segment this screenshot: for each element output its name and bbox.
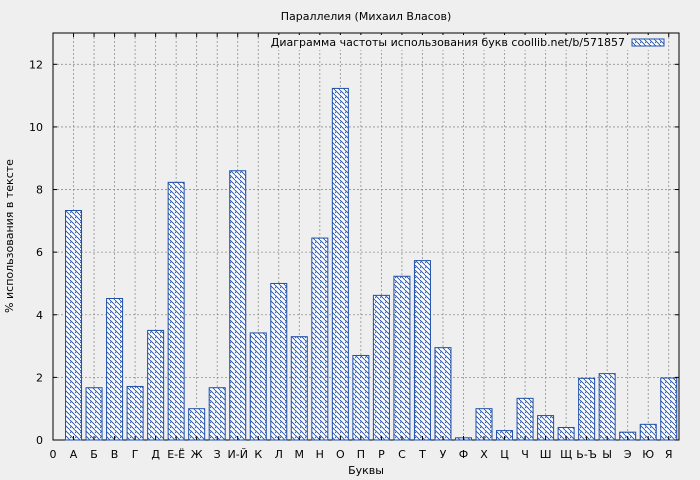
x-tick-label: Р xyxy=(378,448,385,461)
x-tick-label: Н xyxy=(316,448,324,461)
x-tick-label: О xyxy=(336,448,345,461)
x-tick-label: С xyxy=(398,448,406,461)
x-tick-label: Ч xyxy=(521,448,529,461)
bar-А xyxy=(65,210,83,441)
x-tick-label: Ы xyxy=(602,448,612,461)
y-tick-label: 8 xyxy=(36,184,43,197)
x-tick-label: Ж xyxy=(191,448,203,461)
bar-У xyxy=(434,347,452,441)
y-tick-label: 4 xyxy=(36,309,43,322)
bar-И-Й xyxy=(229,170,247,441)
x-tick-label: Г xyxy=(132,448,139,461)
x-tick-label: Ф xyxy=(459,448,468,461)
bar-М xyxy=(290,336,308,441)
x-tick-label: 0 xyxy=(50,448,57,461)
bar-Я xyxy=(660,377,678,441)
x-tick-label: В xyxy=(111,448,119,461)
x-tick-label: Ш xyxy=(540,448,552,461)
bar-Н xyxy=(311,237,329,441)
x-axis-label: Буквы xyxy=(348,464,384,477)
bar-Х xyxy=(475,408,493,441)
x-tick-label: Щ xyxy=(560,448,572,461)
bar-З xyxy=(208,387,226,441)
bar-Л xyxy=(270,282,288,441)
x-axis-ticks: 0 А Б В Г Д Е-Ё Ж З И-Й К Л М Н О П Р С Т У Ф Х Ц Ч Ш Щ Ь-Ъ Ы Э Ю Я xyxy=(50,33,673,461)
bar-Ь-Ъ xyxy=(578,377,596,441)
chart-title: Параллелия (Михаил Власов) xyxy=(281,10,452,23)
bar-К xyxy=(249,332,267,441)
x-tick-label: М xyxy=(295,448,305,461)
bar-Б xyxy=(85,387,103,441)
x-tick-label: Х xyxy=(480,448,488,461)
x-tick-label: А xyxy=(70,448,78,461)
legend-label: Диаграмма частоты использования букв coo… xyxy=(271,36,625,49)
bar-Д xyxy=(147,329,165,441)
bar-С xyxy=(393,275,411,441)
x-tick-label: Т xyxy=(418,448,426,461)
bar-О xyxy=(331,87,349,441)
legend: Диаграмма частоты использования букв coo… xyxy=(267,35,668,50)
bar-Р xyxy=(372,294,390,441)
bar-Е-Ё xyxy=(167,181,185,441)
bar-Ы xyxy=(598,373,616,441)
x-tick-label: К xyxy=(254,448,262,461)
x-tick-label: И-Й xyxy=(228,448,248,461)
x-tick-label: Е-Ё xyxy=(167,448,185,461)
x-tick-label: Д xyxy=(151,448,160,461)
legend-background xyxy=(267,35,668,50)
x-tick-label: Б xyxy=(90,448,98,461)
bar-Т xyxy=(413,260,431,441)
y-tick-label: 12 xyxy=(29,58,43,71)
y-axis-ticks: 0 2 4 6 8 10 12 xyxy=(29,58,679,447)
x-tick-label: У xyxy=(440,448,447,461)
bars xyxy=(65,87,678,441)
bar-В xyxy=(106,297,124,441)
y-tick-label: 2 xyxy=(36,371,43,384)
bar-П xyxy=(352,354,370,441)
y-tick-label: 10 xyxy=(29,121,43,134)
x-tick-label: З xyxy=(214,448,221,461)
x-tick-label: Ь-Ъ xyxy=(576,448,597,461)
bar-Г xyxy=(126,385,144,441)
x-tick-label: Ц xyxy=(500,448,509,461)
y-tick-label: 6 xyxy=(36,246,43,259)
bar-Ч xyxy=(516,397,534,441)
x-tick-label: Э xyxy=(624,448,632,461)
x-tick-label: П xyxy=(357,448,365,461)
y-axis-label: % использования в тексте xyxy=(3,159,16,313)
bar-Ж xyxy=(188,408,206,441)
x-tick-label: Ю xyxy=(642,448,654,461)
y-tick-label: 0 xyxy=(36,434,43,447)
legend-swatch xyxy=(631,38,665,47)
x-tick-label: Я xyxy=(665,448,673,461)
x-tick-label: Л xyxy=(275,448,283,461)
